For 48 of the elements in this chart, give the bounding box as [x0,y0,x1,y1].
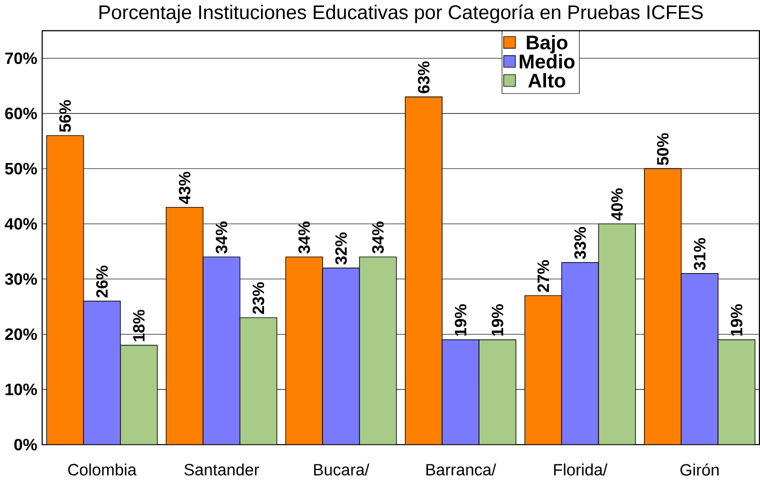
x-tick-label: Santander [184,463,260,476]
data-label: 50% [656,133,669,165]
data-label: 32% [335,232,347,264]
data-label: 40% [611,188,623,220]
bar [359,256,396,444]
y-tick-label: 50% [5,162,37,174]
y-tick-label: 60% [5,108,37,120]
legend-label: Medio [520,54,575,68]
x-tick-label: Bucara/ [314,463,370,476]
x-tick-label: Florida/ [554,463,608,476]
data-label: 19% [454,304,466,336]
bar [644,168,682,444]
data-label: 26% [96,266,108,298]
y-tick-label: 30% [4,273,37,285]
y-tick-label: 20% [5,328,37,340]
bar [479,340,516,444]
y-tick-label: 0% [14,438,37,450]
data-label: 19% [730,304,742,336]
bar [166,207,204,444]
bar [286,256,323,444]
x-tick-label: Girón [680,463,719,476]
bar [120,345,158,444]
bar [524,295,562,444]
x-tick-label: Barranca/ [426,463,496,476]
data-label: 33% [574,226,586,259]
y-tick-label: 70% [5,52,37,64]
data-label: 34% [298,221,310,254]
data-label: 18% [133,310,145,342]
y-tick-label: 10% [6,383,37,396]
legend-label: Alto [528,72,566,88]
data-label: 34% [372,221,384,254]
y-tick-label: 40% [4,218,37,230]
x-tick-label: Colombia [68,463,137,476]
chart-title: Porcentaje Instituciones Educativas por Categoría en Pruebas ICFES [100,4,703,23]
data-label: 56% [59,100,71,132]
data-label: 63% [418,61,430,94]
legend-label: Bajo [526,34,568,54]
data-label: 43% [178,172,190,204]
data-label: 19% [492,304,504,336]
bar [405,96,442,444]
bar [718,339,756,444]
bar [46,135,84,444]
bar [240,318,277,444]
data-label: 31% [694,238,706,270]
data-label: 34% [216,221,228,254]
bar [598,224,636,444]
data-label: 23% [252,282,264,314]
data-label: 27% [537,260,550,292]
